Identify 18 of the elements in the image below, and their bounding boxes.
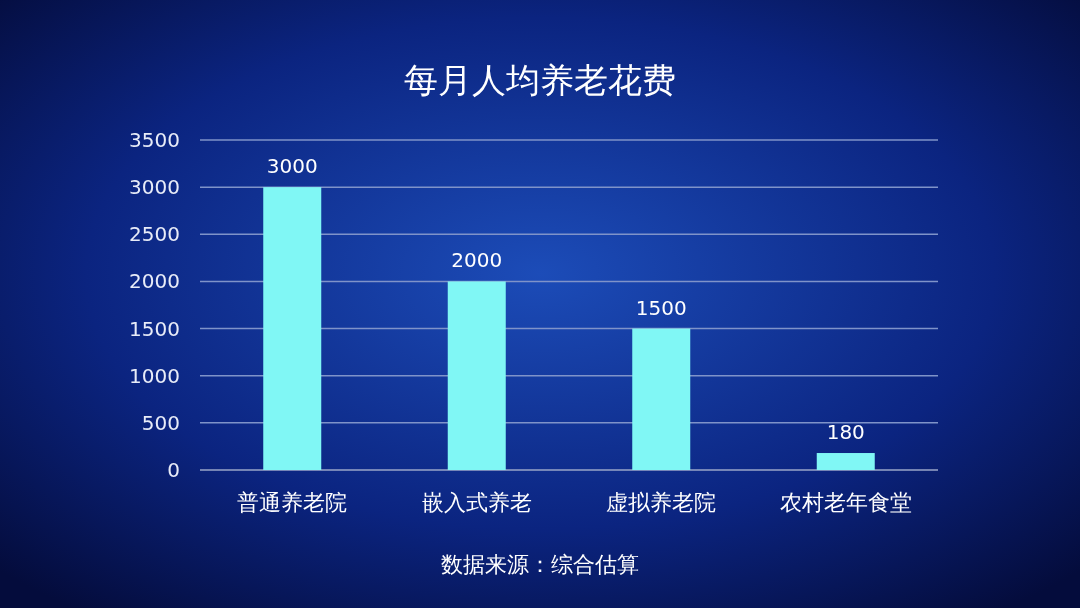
x-tick-label: 普通养老院: [237, 490, 348, 515]
data-label: 2000: [451, 248, 503, 273]
data-label: 180: [826, 420, 865, 445]
chart-title: 每月人均养老花费: [404, 60, 676, 100]
source-note: 数据来源：综合估算: [441, 552, 639, 577]
y-tick-label: 0: [167, 458, 180, 482]
y-tick-label: 1000: [129, 363, 180, 388]
y-tick-label: 3500: [129, 128, 180, 152]
x-tick-label: 虚拟养老院: [606, 490, 717, 515]
y-tick-label: 1500: [129, 316, 180, 341]
y-tick-label: 3000: [129, 175, 180, 200]
data-label: 1500: [635, 295, 687, 320]
y-tick-label: 500: [141, 410, 180, 435]
y-tick-label: 2000: [129, 269, 180, 294]
y-tick-label: 2500: [129, 222, 180, 247]
data-label: 3000: [266, 154, 318, 179]
x-tick-label: 嵌入式养老: [421, 490, 532, 515]
x-tick-label: 农村老年食堂: [779, 490, 912, 515]
